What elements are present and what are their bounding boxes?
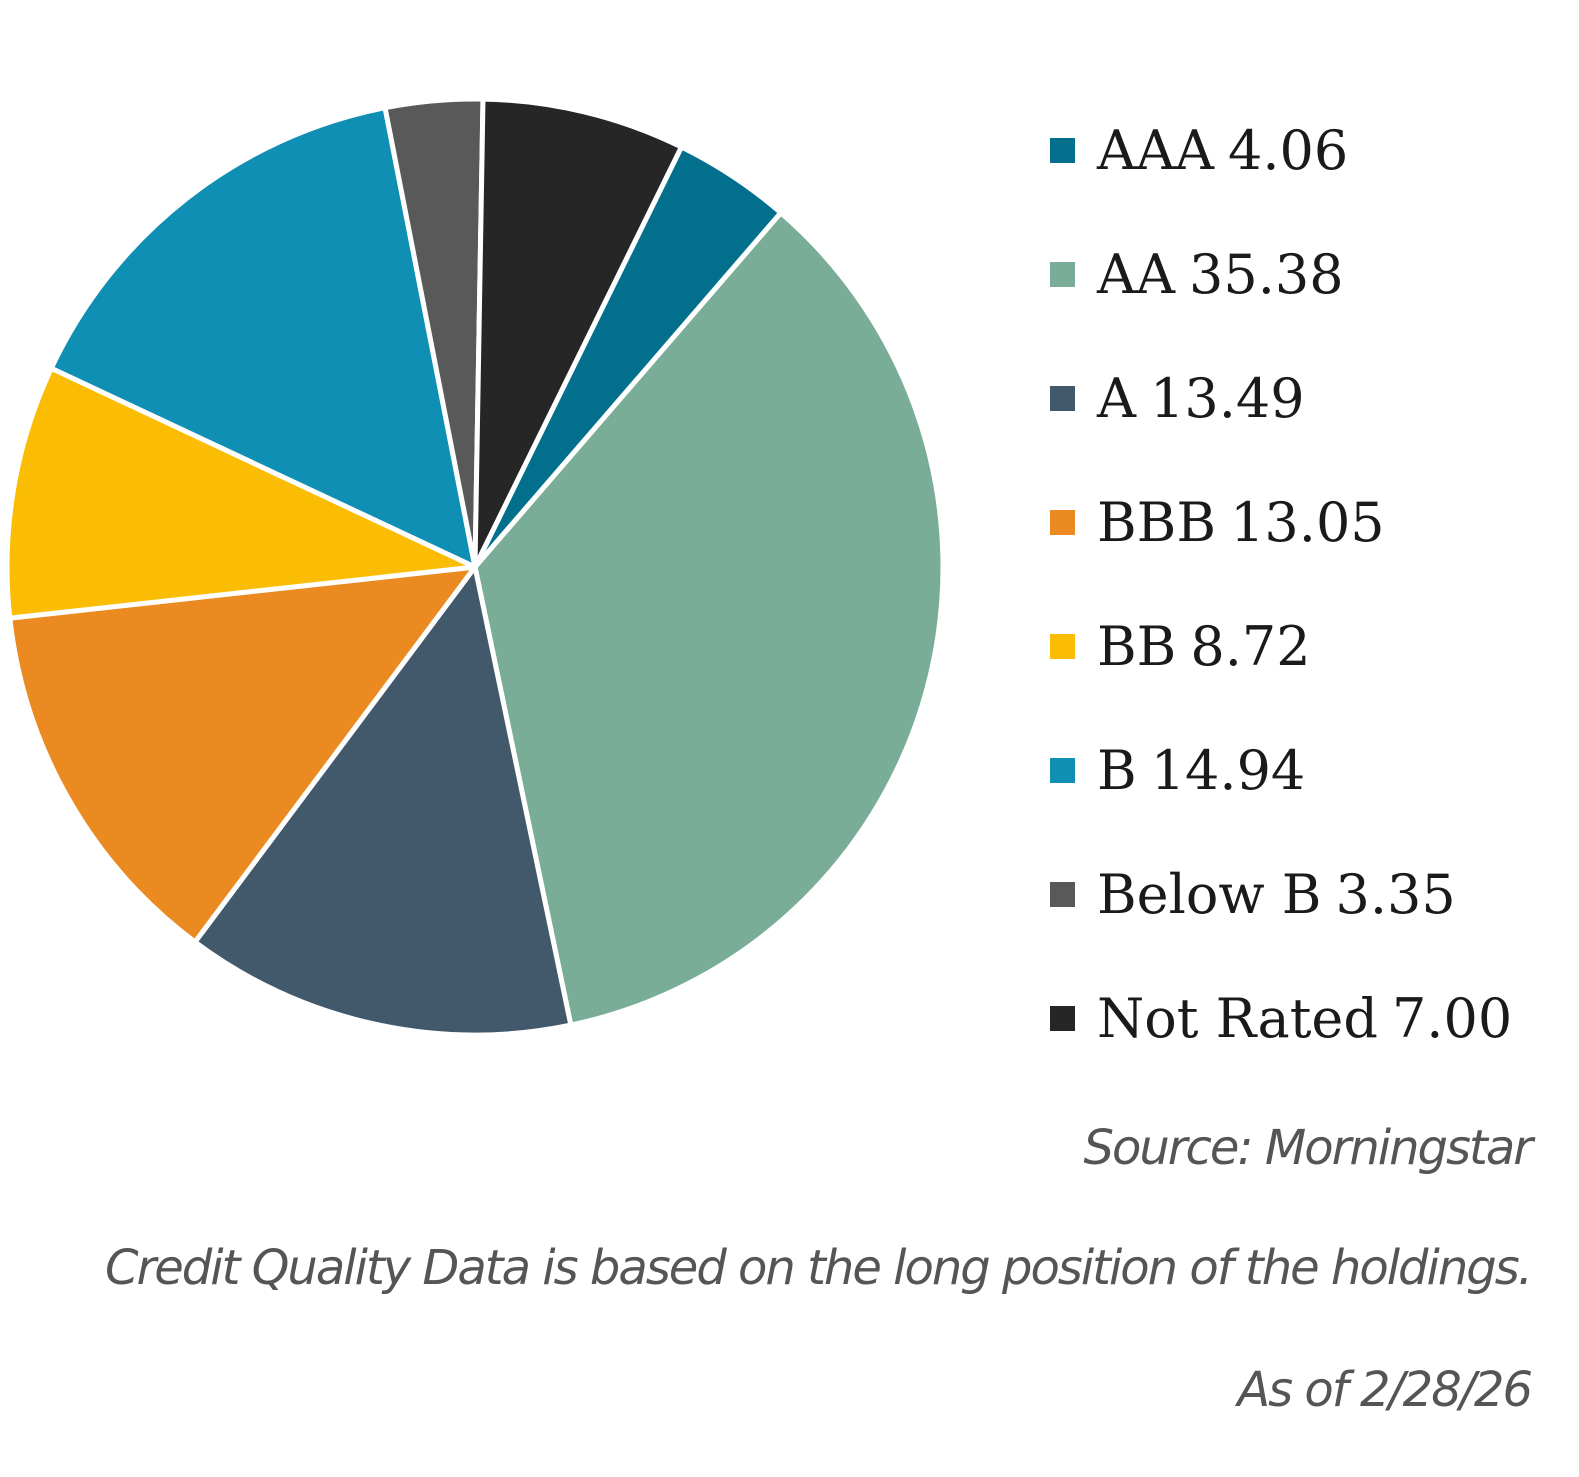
legend-label: BB xyxy=(1097,614,1177,678)
legend-swatch xyxy=(1050,261,1075,287)
basis-note: Credit Quality Data is based on the long… xyxy=(104,1240,1533,1296)
legend-item-a: A 13.49 xyxy=(1050,336,1560,460)
legend-swatch xyxy=(1050,757,1075,783)
legend-item-bbb: BBB 13.05 xyxy=(1050,460,1560,584)
legend-value: 14.94 xyxy=(1150,738,1306,802)
pie-slice-not-rated xyxy=(472,96,684,570)
pie-chart xyxy=(4,96,946,1038)
legend-item-b: B 14.94 xyxy=(1050,708,1560,832)
legend-value: 13.49 xyxy=(1150,366,1305,430)
pie-slice-a xyxy=(192,564,574,1038)
legend-value: 4.06 xyxy=(1228,118,1349,182)
legend-label: A xyxy=(1097,366,1136,430)
legend-swatch xyxy=(1050,633,1075,659)
source-note: Source: Morningstar xyxy=(1083,1120,1533,1176)
legend-label: Not Rated xyxy=(1097,986,1378,1050)
pie-slice-b xyxy=(48,105,478,570)
legend-item-aa: AA 35.38 xyxy=(1050,212,1560,336)
legend-swatch xyxy=(1050,509,1075,535)
pie-slice-aa xyxy=(472,210,946,1028)
legend-item-aaa: AAA 4.06 xyxy=(1050,88,1560,212)
legend-value: 3.35 xyxy=(1335,862,1456,926)
legend-swatch xyxy=(1050,881,1075,907)
legend-swatch xyxy=(1050,385,1075,411)
legend-label: AA xyxy=(1097,242,1175,306)
legend-item-bb: BB 8.72 xyxy=(1050,584,1560,708)
legend-label: BBB xyxy=(1097,490,1217,554)
legend-label: Below B xyxy=(1097,862,1322,926)
legend-value: 35.38 xyxy=(1189,242,1344,306)
legend-item-not-rated: Not Rated 7.00 xyxy=(1050,956,1560,1080)
pie-slice-aaa xyxy=(472,144,784,570)
pie-slice-bbb xyxy=(7,564,478,945)
as-of-date: As of 2/28/26 xyxy=(1237,1362,1533,1418)
legend-value: 8.72 xyxy=(1190,614,1311,678)
legend-value: 13.05 xyxy=(1230,490,1385,554)
legend-label: B xyxy=(1097,738,1137,802)
legend-label: AAA xyxy=(1097,118,1214,182)
legend-item-below-b: Below B 3.35 xyxy=(1050,832,1560,956)
legend-swatch xyxy=(1050,137,1075,163)
pie-slice-bb xyxy=(4,365,478,621)
legend-swatch xyxy=(1050,1005,1075,1031)
legend-value: 7.00 xyxy=(1391,986,1513,1050)
legend: AAA 4.06 AA 35.38 A 13.49 BBB 13.05 BB 8.72 B 14.94… xyxy=(1050,88,1560,1080)
